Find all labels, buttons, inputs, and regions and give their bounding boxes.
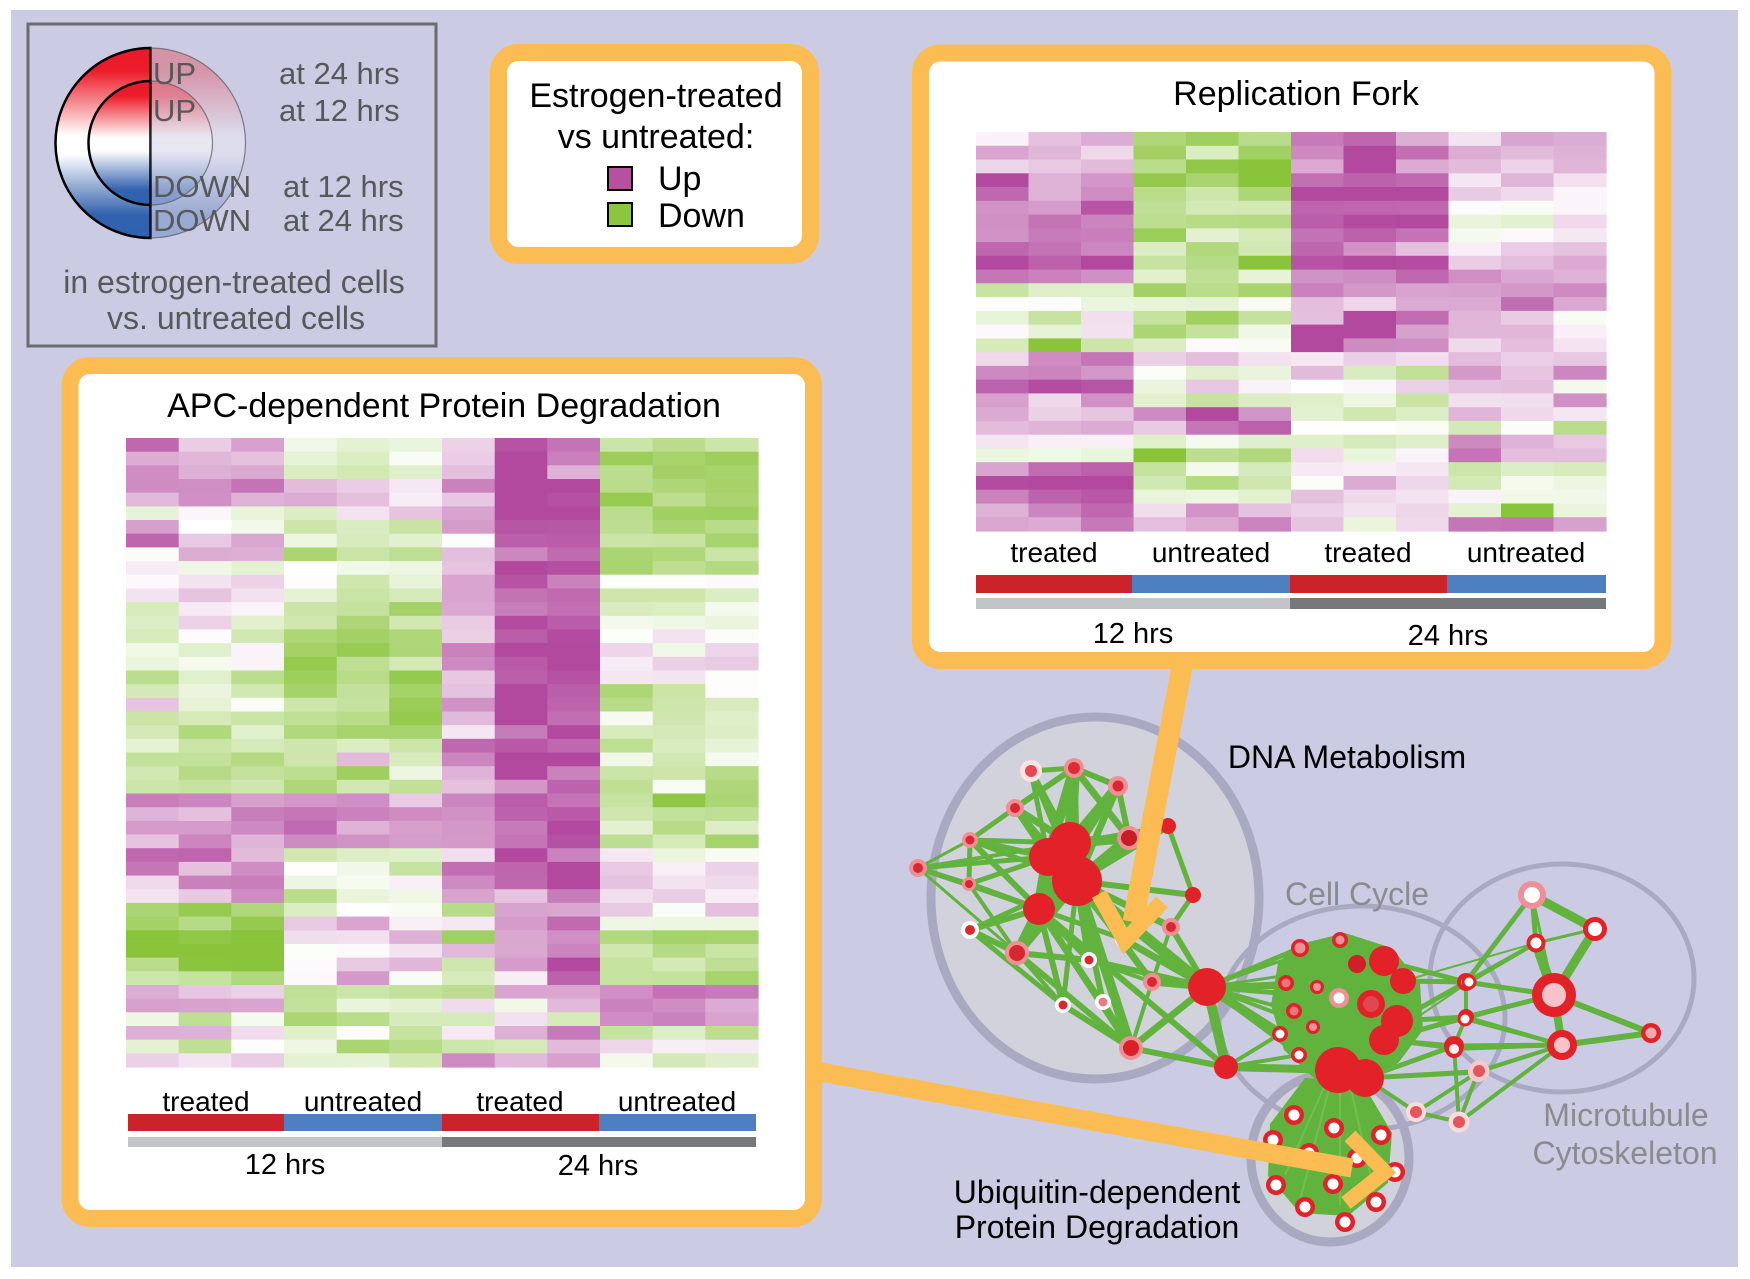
- svg-text:UP: UP: [153, 56, 196, 91]
- svg-text:Replication Fork: Replication Fork: [1173, 75, 1420, 113]
- svg-text:Protein Degradation: Protein Degradation: [955, 1209, 1240, 1245]
- svg-text:Cytoskeleton: Cytoskeleton: [1533, 1135, 1718, 1171]
- svg-text:Cell Cycle: Cell Cycle: [1285, 876, 1429, 912]
- svg-text:Estrogen-treated: Estrogen-treated: [529, 77, 782, 115]
- svg-text:at 24 hrs: at 24 hrs: [283, 203, 404, 238]
- svg-text:at 24 hrs: at 24 hrs: [279, 56, 400, 91]
- svg-text:in estrogen-treated cells: in estrogen-treated cells: [63, 264, 405, 300]
- svg-text:treated: treated: [162, 1086, 249, 1117]
- svg-text:at 12 hrs: at 12 hrs: [283, 169, 404, 204]
- svg-text:DOWN: DOWN: [153, 169, 251, 204]
- svg-text:at 12 hrs: at 12 hrs: [279, 93, 400, 128]
- svg-text:untreated: untreated: [618, 1086, 736, 1117]
- svg-text:DNA Metabolism: DNA Metabolism: [1228, 739, 1466, 775]
- svg-text:treated: treated: [476, 1086, 563, 1117]
- svg-text:Down: Down: [658, 197, 745, 235]
- svg-text:vs. untreated cells: vs. untreated cells: [107, 300, 365, 336]
- svg-text:DOWN: DOWN: [153, 203, 251, 238]
- svg-text:untreated: untreated: [1467, 537, 1585, 568]
- svg-text:treated: treated: [1324, 537, 1411, 568]
- svg-text:UP: UP: [153, 93, 196, 128]
- svg-text:12 hrs: 12 hrs: [245, 1149, 326, 1181]
- svg-text:vs untreated:: vs untreated:: [558, 118, 755, 156]
- svg-text:untreated: untreated: [1152, 537, 1270, 568]
- svg-text:24 hrs: 24 hrs: [1408, 620, 1489, 652]
- svg-text:Ubiquitin-dependent: Ubiquitin-dependent: [954, 1174, 1241, 1210]
- svg-text:12 hrs: 12 hrs: [1093, 618, 1174, 650]
- svg-text:treated: treated: [1010, 537, 1097, 568]
- svg-text:Up: Up: [658, 160, 701, 198]
- svg-text:Microtubule: Microtubule: [1543, 1097, 1708, 1133]
- svg-text:APC-dependent Protein Degradat: APC-dependent Protein Degradation: [167, 387, 721, 425]
- svg-text:untreated: untreated: [304, 1086, 422, 1117]
- svg-text:24 hrs: 24 hrs: [558, 1150, 639, 1182]
